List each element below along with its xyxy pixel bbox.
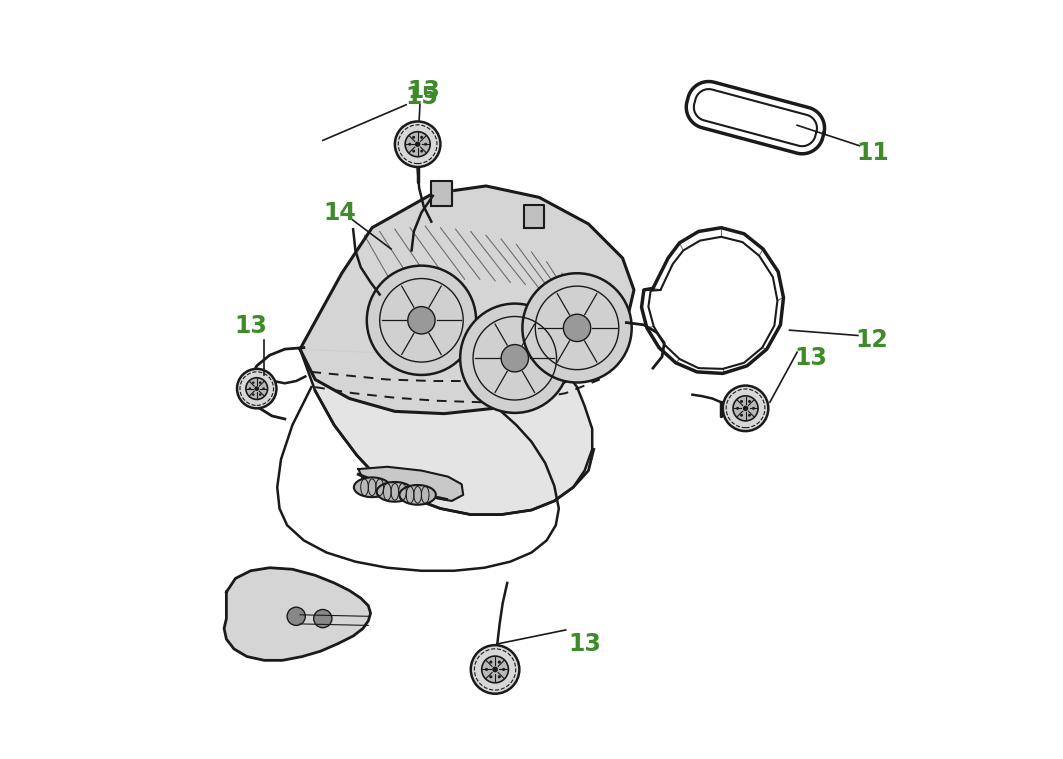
Circle shape <box>246 378 268 399</box>
Ellipse shape <box>354 477 390 497</box>
Circle shape <box>408 143 411 146</box>
Circle shape <box>424 143 427 146</box>
Circle shape <box>497 676 501 679</box>
Circle shape <box>752 407 755 410</box>
Polygon shape <box>224 568 371 660</box>
Circle shape <box>748 400 750 403</box>
Circle shape <box>733 396 758 420</box>
Circle shape <box>237 369 276 408</box>
Circle shape <box>748 414 750 417</box>
Circle shape <box>412 150 416 153</box>
Circle shape <box>497 660 501 663</box>
Circle shape <box>489 676 492 679</box>
Ellipse shape <box>400 485 436 505</box>
Polygon shape <box>300 186 634 414</box>
Text: 13: 13 <box>569 631 601 656</box>
Circle shape <box>502 668 505 671</box>
Text: 11: 11 <box>857 141 890 165</box>
Circle shape <box>287 607 305 625</box>
Circle shape <box>740 400 743 403</box>
Circle shape <box>740 414 743 417</box>
Text: 13: 13 <box>234 314 267 339</box>
Polygon shape <box>300 186 634 515</box>
Text: 13: 13 <box>407 79 440 103</box>
Ellipse shape <box>376 482 414 502</box>
Circle shape <box>367 266 476 375</box>
Circle shape <box>482 656 508 683</box>
Text: 13: 13 <box>794 346 827 370</box>
Circle shape <box>563 314 591 342</box>
Circle shape <box>471 645 520 694</box>
Circle shape <box>415 141 420 147</box>
Circle shape <box>723 386 769 431</box>
Circle shape <box>736 407 739 410</box>
Circle shape <box>412 136 416 139</box>
Circle shape <box>492 666 497 672</box>
Circle shape <box>263 387 265 390</box>
Circle shape <box>249 387 251 390</box>
Circle shape <box>485 668 488 671</box>
Circle shape <box>314 609 332 628</box>
Circle shape <box>460 304 570 413</box>
Circle shape <box>743 405 748 411</box>
Circle shape <box>252 381 254 384</box>
Circle shape <box>259 381 261 384</box>
Circle shape <box>259 393 261 396</box>
Circle shape <box>394 121 440 167</box>
Circle shape <box>408 307 435 334</box>
Circle shape <box>254 386 259 391</box>
Text: 12: 12 <box>855 328 888 352</box>
Circle shape <box>420 150 423 153</box>
Polygon shape <box>432 181 452 206</box>
Circle shape <box>501 345 528 372</box>
Text: 14: 14 <box>324 200 356 225</box>
Circle shape <box>405 131 431 156</box>
Text: 15: 15 <box>405 85 438 109</box>
Polygon shape <box>358 467 463 501</box>
Circle shape <box>420 136 423 139</box>
Circle shape <box>522 273 631 383</box>
Circle shape <box>489 660 492 663</box>
Polygon shape <box>524 205 543 228</box>
Circle shape <box>252 393 254 396</box>
